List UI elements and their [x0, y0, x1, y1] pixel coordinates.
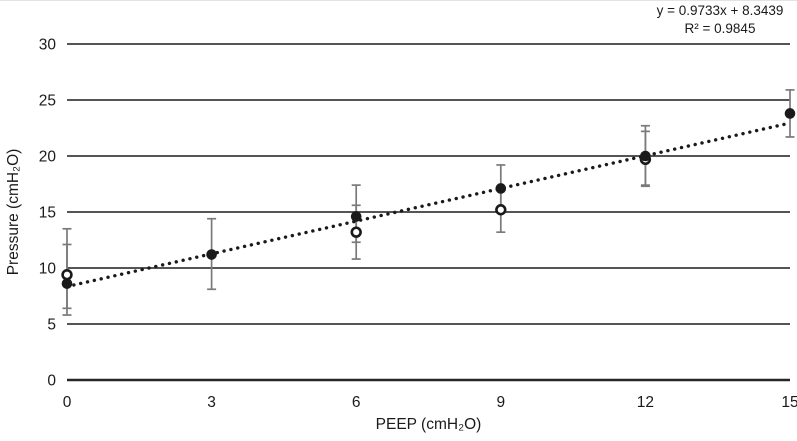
y-tick-label: 30: [39, 37, 57, 54]
data-point-filled: [495, 183, 507, 194]
y-tick-label: 15: [39, 205, 56, 222]
data-point-filled: [61, 278, 73, 289]
data-point-open: [350, 226, 362, 238]
x-tick-label: 6: [352, 394, 361, 411]
x-axis-title: PEEP (cmH₂O): [375, 416, 482, 433]
x-tick-label: 0: [63, 394, 72, 411]
data-point-filled: [350, 211, 362, 222]
y-tick-label: 10: [39, 261, 57, 278]
x-tick-label: 12: [637, 394, 654, 411]
x-tick-label: 15: [781, 394, 797, 411]
trendline-equation: y = 0.9733x + 8.3439 R² = 0.9845: [620, 2, 797, 38]
trendline-equation-line2: R² = 0.9845: [684, 21, 756, 36]
y-axis-title: Pressure (cmH₂O): [5, 148, 22, 276]
trendline: [65, 121, 792, 289]
y-tick-label: 20: [39, 149, 57, 166]
data-point-filled: [640, 150, 651, 162]
y-tick-label: 0: [47, 373, 56, 390]
data-point-filled: [784, 108, 796, 119]
data-point-filled: [206, 249, 217, 260]
y-tick-label: 5: [47, 317, 56, 334]
data-point-open: [495, 204, 507, 216]
data-point-open: [61, 269, 73, 281]
x-tick-label: 3: [207, 394, 216, 411]
y-tick-label: 25: [39, 93, 56, 110]
trendline-equation-line1: y = 0.9733x + 8.3439: [656, 3, 784, 18]
x-tick-label: 9: [496, 394, 505, 411]
